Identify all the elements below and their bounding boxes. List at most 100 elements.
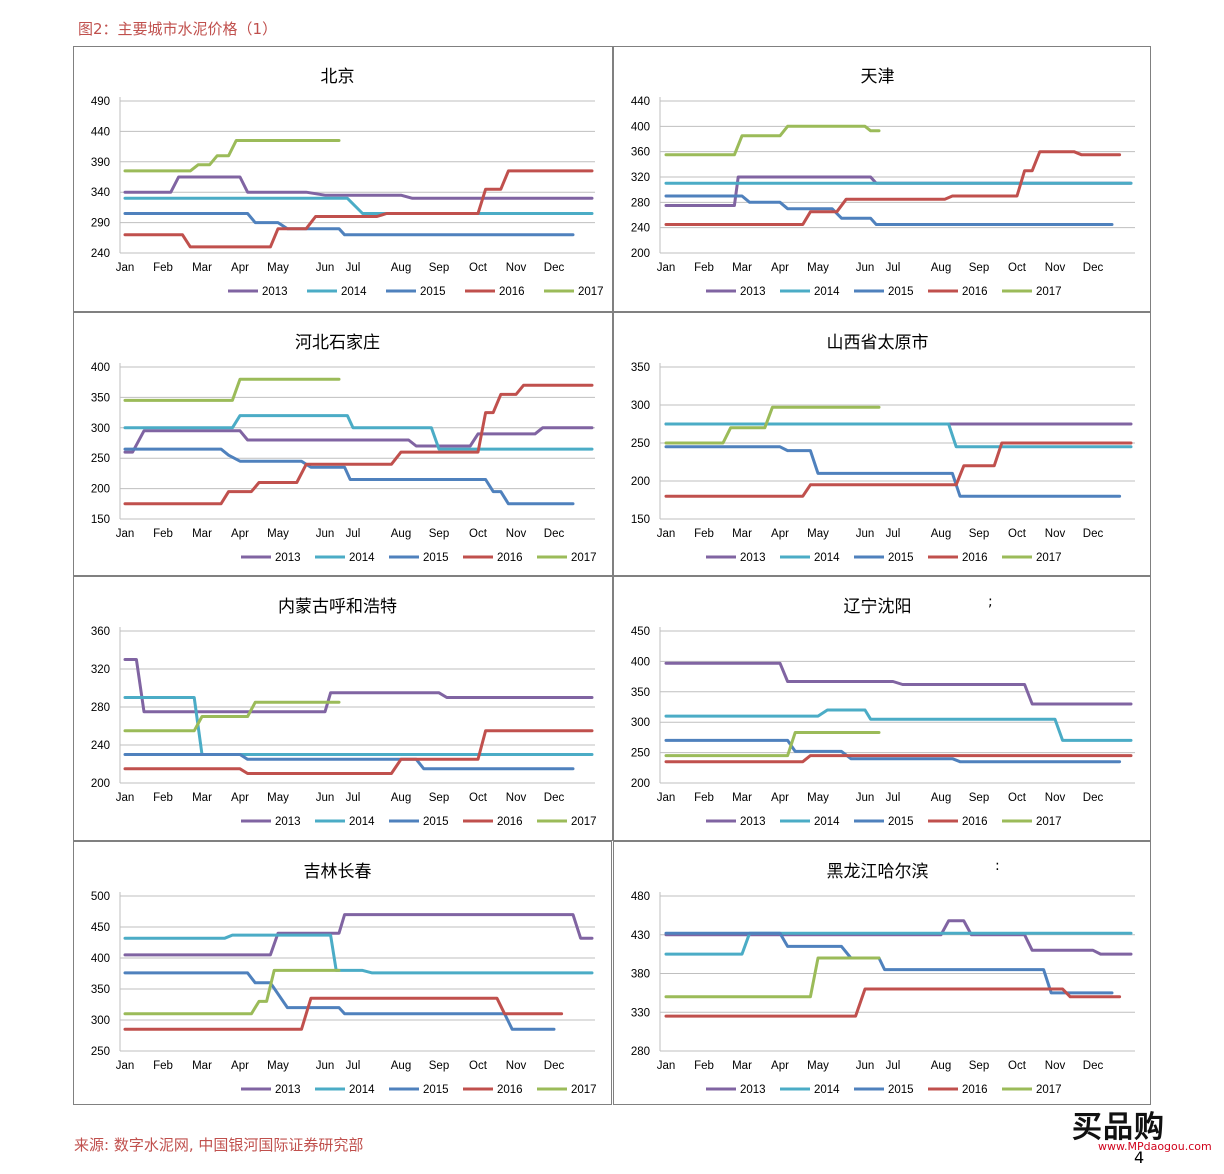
y-tick-label: 390 [91, 157, 110, 169]
legend-label-2017: 2017 [1036, 816, 1062, 828]
y-tick-label: 360 [631, 147, 650, 159]
x-tick-label: Feb [153, 528, 173, 540]
series-line-2015 [123, 753, 575, 771]
legend-label-2017: 2017 [578, 286, 604, 298]
x-tick-label: Jan [657, 528, 676, 540]
y-tick-label: 280 [91, 702, 110, 714]
legend-label-2015: 2015 [423, 1084, 449, 1096]
x-tick-label: Mar [732, 528, 752, 540]
chart-panel-1: 北京 240 290 340 390 440 490 Jan Feb Mar Apr May Jun Ju… [73, 46, 613, 312]
x-tick-label: May [267, 528, 289, 540]
x-tick-label: Aug [391, 1060, 411, 1072]
series-line-2016 [123, 729, 594, 775]
legend-label-2014: 2014 [814, 1084, 840, 1096]
series-line-2015 [123, 212, 575, 237]
series-line-2013 [123, 175, 594, 200]
y-tick-label: 200 [631, 248, 650, 260]
y-tick-label: 290 [91, 218, 110, 230]
y-tick-label: 400 [631, 121, 650, 133]
legend-label-2013: 2013 [740, 286, 766, 298]
legend-label-2017: 2017 [1036, 1084, 1062, 1096]
y-tick-label: 400 [91, 362, 110, 374]
panel-border [613, 46, 1151, 312]
series-line-2016 [664, 441, 1133, 498]
legend-label-2015: 2015 [423, 552, 449, 564]
chart-title: 山西省太原市 [827, 333, 929, 353]
y-tick-label: 500 [91, 891, 110, 903]
x-tick-label: May [807, 262, 829, 274]
chart-svg: 天津 200 240 280 320 360 400 440 Jan Feb Mar Apr May Ju… [613, 46, 1151, 312]
x-tick-label: Jun [316, 528, 335, 540]
legend-label-2015: 2015 [888, 1084, 914, 1096]
x-tick-label: Jul [346, 528, 361, 540]
x-tick-label: Nov [506, 1060, 527, 1072]
legend-label-2015: 2015 [888, 286, 914, 298]
series-line-2016 [664, 987, 1122, 1018]
x-tick-label: Feb [694, 262, 714, 274]
chart-panel-6: 辽宁沈阳 200 250 300 350 400 450 Jan Feb Mar Apr May Jun… [613, 576, 1151, 841]
y-tick-label: 150 [91, 514, 110, 526]
y-tick-label: 200 [91, 484, 110, 496]
x-tick-label: May [267, 792, 289, 804]
legend-label-2016: 2016 [962, 816, 988, 828]
chart-title: 辽宁沈阳 [844, 597, 912, 617]
series-line-2013 [664, 661, 1133, 706]
series-line-2016 [123, 996, 564, 1031]
series-line-2015 [664, 194, 1114, 226]
x-tick-label: Dec [544, 792, 565, 804]
x-tick-label: Jul [346, 792, 361, 804]
x-tick-label: Aug [931, 262, 951, 274]
legend-label-2016: 2016 [499, 286, 525, 298]
x-tick-label: Aug [391, 262, 411, 274]
x-tick-label: Dec [1083, 262, 1104, 274]
y-tick-label: 280 [631, 197, 650, 209]
chart-panel-3: 河北石家庄 150 200 250 300 350 400 Jan Feb Mar Apr May Ju… [73, 312, 613, 576]
x-tick-label: Jan [116, 262, 135, 274]
x-tick-label: Sep [969, 1060, 989, 1072]
series-line-2013 [123, 913, 594, 957]
chart-title: 内蒙古呼和浩特 [278, 597, 397, 617]
x-tick-label: Oct [1008, 792, 1027, 804]
y-tick-label: 480 [631, 891, 650, 903]
legend-label-2016: 2016 [962, 552, 988, 564]
x-tick-label: Jan [657, 1060, 676, 1072]
legend-label-2016: 2016 [962, 286, 988, 298]
series-line-2017 [664, 731, 881, 758]
chart-svg: 吉林长春 250 300 350 400 450 500 Jan Feb Mar Apr May Jun… [73, 841, 612, 1105]
x-tick-label: Mar [192, 792, 212, 804]
series-line-2013 [123, 426, 594, 454]
x-tick-label: Aug [391, 528, 411, 540]
y-tick-label: 430 [631, 930, 650, 942]
series-line-2015 [123, 447, 575, 506]
x-tick-label: Jul [886, 792, 901, 804]
x-tick-label: Apr [231, 1060, 249, 1072]
y-tick-label: 400 [631, 656, 650, 668]
chart-svg: 黑龙江哈尔滨 280 330 380 430 480 Jan Feb Mar Apr May Jun J… [613, 841, 1151, 1105]
x-tick-label: Jan [657, 262, 676, 274]
chart-title: 河北石家庄 [295, 333, 380, 353]
series-line-2017 [664, 405, 881, 445]
x-tick-label: Dec [1083, 1060, 1104, 1072]
y-tick-label: 450 [91, 922, 110, 934]
legend-label-2017: 2017 [1036, 286, 1062, 298]
legend-label-2017: 2017 [571, 816, 597, 828]
series-line-2015 [664, 445, 1122, 498]
x-tick-label: Mar [732, 1060, 752, 1072]
y-tick-label: 300 [91, 1015, 110, 1027]
x-tick-label: Jul [346, 262, 361, 274]
chart-svg: 辽宁沈阳 200 250 300 350 400 450 Jan Feb Mar Apr May Jun… [613, 576, 1151, 841]
panel-border [613, 312, 1151, 576]
legend-label-2014: 2014 [814, 286, 840, 298]
x-tick-label: Jun [316, 262, 335, 274]
x-tick-label: Jun [316, 792, 335, 804]
y-tick-label: 250 [631, 438, 650, 450]
legend-label-2014: 2014 [349, 1084, 375, 1096]
x-tick-label: Sep [429, 792, 449, 804]
legend-label-2014: 2014 [814, 816, 840, 828]
x-tick-label: Aug [931, 1060, 951, 1072]
x-tick-label: Nov [506, 262, 527, 274]
legend-label-2017: 2017 [571, 1084, 597, 1096]
y-tick-label: 490 [91, 96, 110, 108]
x-tick-label: Jun [856, 262, 875, 274]
y-tick-label: 330 [631, 1007, 650, 1019]
